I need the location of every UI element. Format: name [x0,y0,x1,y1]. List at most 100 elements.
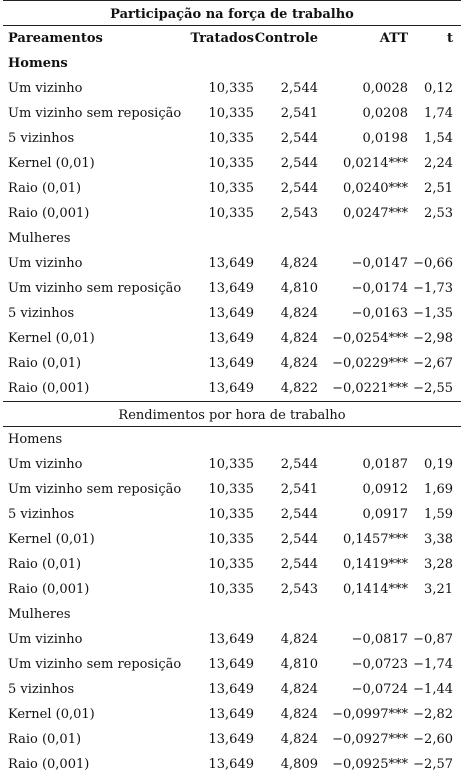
panel-title: Rendimentos por hora de trabalho [118,408,346,423]
table-cell: 2,544 [280,156,318,171]
table-cell: −0,0229*** [332,356,408,371]
table-cell: −0,0723 [351,657,408,672]
table-cell: 2,24 [424,156,453,171]
table-cell: −2,67 [413,356,453,371]
table-cell: −0,0997*** [332,707,408,722]
table-cell: Um vizinho sem reposição [8,657,182,672]
table-cell: 0,0214*** [343,156,408,171]
table-cell: Um vizinho [8,256,83,271]
table-row: 5 vizinhos 13,649 4,824 −0,0724 −1,44 [0,677,464,702]
table-cell: 13,649 [208,281,255,296]
table-cell: 13,649 [208,331,255,346]
table-cell: Um vizinho sem reposição [8,106,182,121]
table-cell: 10,335 [208,557,255,572]
table-cell: 0,0240*** [343,181,408,196]
column-header: Pareamentos [8,31,103,46]
table-cell: 4,824 [280,256,318,271]
table-row: Raio (0,001) 10,335 2,543 0,0247*** 2,53 [0,201,464,226]
table-row: Raio (0,001) 10,335 2,543 0,1414*** 3,21 [0,577,464,602]
column-header-row: Pareamentos Tratados Controle ATT t [0,26,464,51]
table-cell: 4,824 [280,331,318,346]
table-cell: 1,69 [424,482,453,497]
table-cell: 4,824 [280,306,318,321]
table-cell: −1,35 [413,306,453,321]
table-row: Raio (0,001) 13,649 4,809 −0,0925*** −2,57 [0,752,464,777]
table-cell: −0,0221*** [332,381,408,396]
table-cell: −2,82 [413,707,453,722]
table-cell: 13,649 [208,707,255,722]
column-header: Controle [254,31,318,46]
table-cell: −0,0817 [351,632,408,647]
table-cell: 4,822 [280,381,318,396]
table-cell: 4,824 [280,682,318,697]
table-row: Raio (0,01) 10,335 2,544 0,1419*** 3,28 [0,552,464,577]
table-cell: 4,824 [280,732,318,747]
table-cell: Raio (0,01) [8,732,82,747]
table-cell: 0,12 [424,81,453,96]
table-cell: 13,649 [208,757,255,772]
table-cell: 10,335 [208,156,255,171]
table-cell: Raio (0,01) [8,181,82,196]
table-cell: 3,38 [424,532,453,547]
table-cell: 0,19 [424,457,453,472]
table-cell: Raio (0,01) [8,356,82,371]
table-cell: 0,0912 [362,482,409,497]
table-row: 5 vizinhos 10,335 2,544 0,0917 1,59 [0,502,464,527]
table-cell: 4,824 [280,356,318,371]
table-cell: 0,0198 [362,131,409,146]
table-cell: 5 vizinhos [8,131,75,146]
table-cell: −2,60 [413,732,453,747]
table-cell: 2,544 [280,131,318,146]
table-cell: Raio (0,001) [8,381,90,396]
table-cell: −0,0927*** [332,732,408,747]
table-row: Um vizinho 13,649 4,824 −0,0147 −0,66 [0,251,464,276]
column-header: t [446,31,453,46]
table-cell: −2,98 [413,331,453,346]
table-cell: 10,335 [208,206,255,221]
table-cell: 0,0208 [362,106,409,121]
table-cell: 2,541 [280,106,318,121]
table-cell: 10,335 [208,457,255,472]
group-label: Homens [8,432,63,447]
table-cell: 1,59 [424,507,453,522]
table-row: Um vizinho sem reposição 10,335 2,541 0,091… [0,477,464,502]
table-cell: 2,53 [424,206,453,221]
table-cell: 2,544 [280,81,318,96]
table-row: Raio (0,01) 13,649 4,824 −0,0229*** −2,67 [0,351,464,376]
table-cell: 0,0028 [362,81,409,96]
table-cell: 0,0917 [362,507,409,522]
table-cell: 13,649 [208,682,255,697]
table-cell: 0,1419*** [343,557,408,572]
table-cell: 0,0187 [362,457,409,472]
table-row: Um vizinho 13,649 4,824 −0,0817 −0,87 [0,627,464,652]
table-cell: −2,57 [413,757,453,772]
table-cell: 2,544 [280,457,318,472]
table-cell: Um vizinho sem reposição [8,482,182,497]
panel-title-rule [3,25,461,26]
table-row: Raio (0,01) 10,335 2,544 0,0240*** 2,51 [0,176,464,201]
table-cell: 2,544 [280,181,318,196]
table-cell: Kernel (0,01) [8,156,95,171]
table-row: Um vizinho sem reposição 13,649 4,810 −0,07… [0,652,464,677]
table-cell: Um vizinho [8,632,83,647]
table-cell: 5 vizinhos [8,682,75,697]
table-cell: 0,1414*** [343,582,408,597]
table-cell: 4,824 [280,707,318,722]
table-cell: 10,335 [208,106,255,121]
table-cell: −0,66 [413,256,453,271]
table-cell: Raio (0,001) [8,757,90,772]
table-cell: 10,335 [208,582,255,597]
table-row: Kernel (0,01) 10,335 2,544 0,0214*** 2,24 [0,151,464,176]
table-row: 5 vizinhos 10,335 2,544 0,0198 1,54 [0,126,464,151]
table-cell: −1,44 [413,682,453,697]
table-cell: 4,809 [280,757,318,772]
group-label: Mulheres [8,607,71,622]
table-cell: 10,335 [208,532,255,547]
table-cell: 2,51 [424,181,453,196]
table-cell: −0,0147 [351,256,408,271]
table-cell: Raio (0,001) [8,582,90,597]
table-cell: 10,335 [208,131,255,146]
table-cell: Raio (0,001) [8,206,90,221]
panel-title: Participação na força de trabalho [110,7,354,22]
